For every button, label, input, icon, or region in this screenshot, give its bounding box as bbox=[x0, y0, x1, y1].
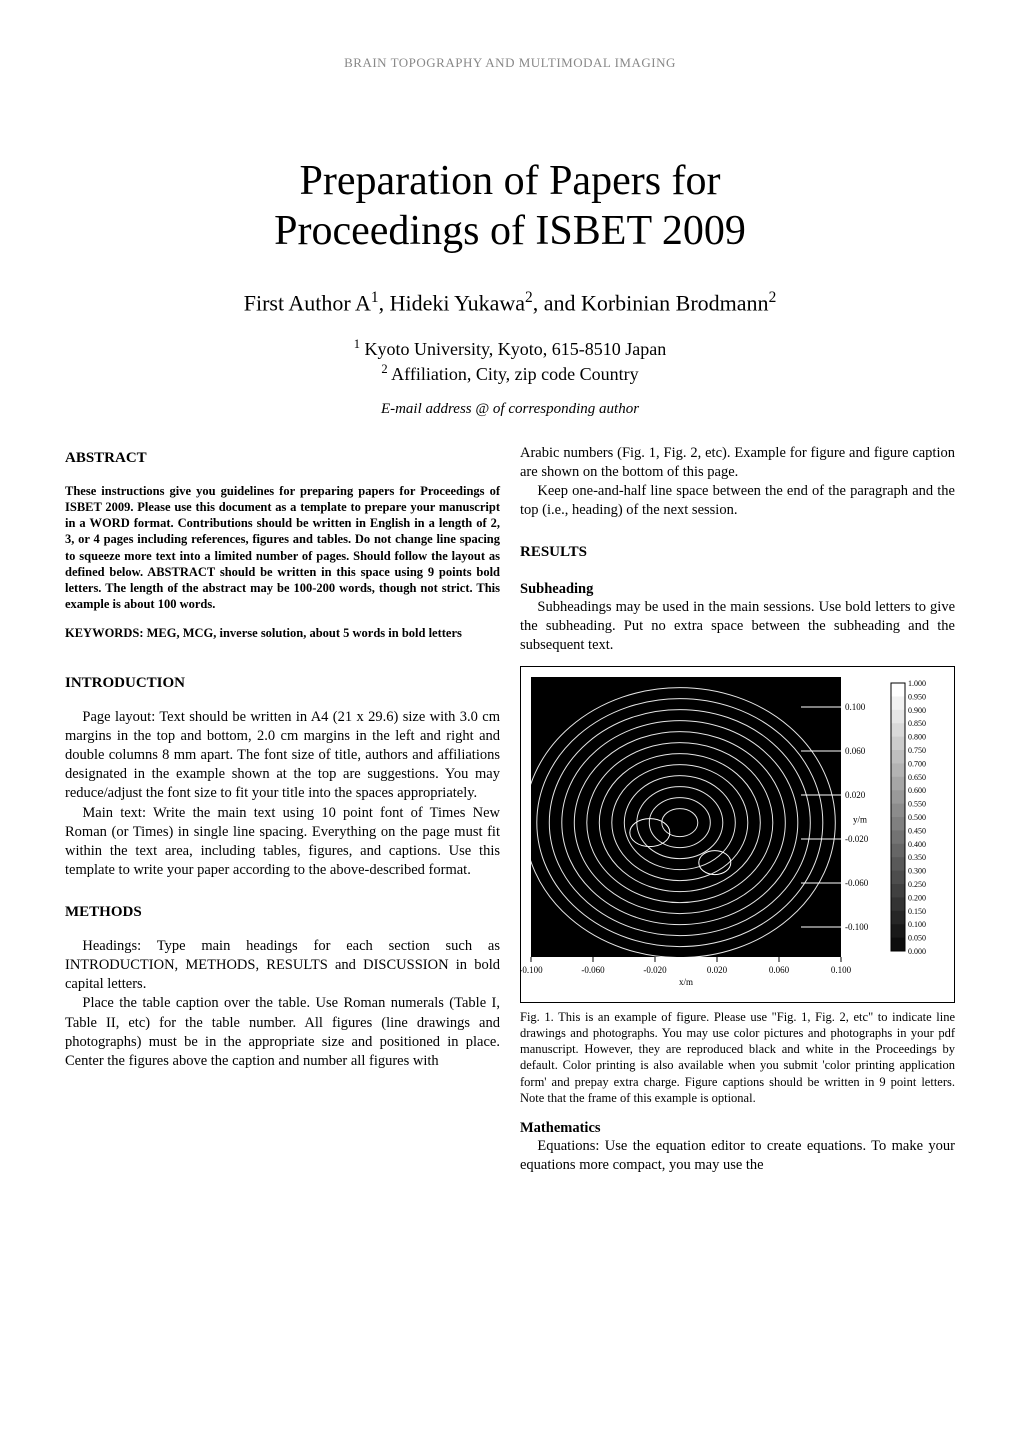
svg-text:0.020: 0.020 bbox=[707, 965, 728, 975]
svg-text:y/m: y/m bbox=[853, 814, 867, 824]
svg-text:0.100: 0.100 bbox=[908, 920, 926, 929]
svg-text:-0.060: -0.060 bbox=[581, 965, 605, 975]
svg-text:0.650: 0.650 bbox=[908, 772, 926, 781]
figure-svg: 0.100 0.060 0.020 -0.020 -0.060 -0.100 y/m -0.1… bbox=[521, 667, 941, 997]
svg-text:0.900: 0.900 bbox=[908, 705, 926, 714]
col2-paragraph-2: Keep one-and-half line space between the… bbox=[520, 482, 955, 520]
title-line-2: Proceedings of ISBET 2009 bbox=[274, 208, 746, 254]
figure-1: 0.100 0.060 0.020 -0.020 -0.060 -0.100 y/m -0.1… bbox=[520, 666, 955, 1003]
svg-text:-0.100: -0.100 bbox=[845, 922, 869, 932]
page-title: Preparation of Papers for Proceedings of… bbox=[65, 156, 955, 257]
subheading-1: Subheading bbox=[520, 581, 955, 598]
svg-text:-0.100: -0.100 bbox=[521, 965, 543, 975]
svg-text:0.750: 0.750 bbox=[908, 746, 926, 755]
methods-paragraph-2: Place the table caption over the table. … bbox=[65, 994, 500, 1071]
svg-text:0.350: 0.350 bbox=[908, 853, 926, 862]
corresponding-email: E-mail address @ of corresponding author bbox=[65, 401, 955, 418]
svg-text:0.100: 0.100 bbox=[845, 702, 866, 712]
svg-text:0.500: 0.500 bbox=[908, 813, 926, 822]
subheading-body: Subheadings may be used in the main sess… bbox=[520, 598, 955, 655]
svg-text:0.050: 0.050 bbox=[908, 933, 926, 942]
abstract-heading: ABSTRACT bbox=[65, 450, 500, 467]
svg-text:0.250: 0.250 bbox=[908, 880, 926, 889]
intro-paragraph-2: Main text: Write the main text using 10 … bbox=[65, 804, 500, 881]
results-heading: RESULTS bbox=[520, 544, 955, 561]
intro-paragraph-1: Page layout: Text should be written in A… bbox=[65, 708, 500, 804]
svg-text:0.400: 0.400 bbox=[908, 839, 926, 848]
abstract-text: These instructions give you guidelines f… bbox=[65, 483, 500, 613]
mathematics-heading: Mathematics bbox=[520, 1120, 955, 1137]
svg-text:0.800: 0.800 bbox=[908, 732, 926, 741]
authors: First Author A1, Hideki Yukawa2, and Kor… bbox=[65, 289, 955, 316]
svg-text:0.200: 0.200 bbox=[908, 893, 926, 902]
svg-text:0.550: 0.550 bbox=[908, 799, 926, 808]
mathematics-body: Equations: Use the equation editor to cr… bbox=[520, 1137, 955, 1175]
svg-text:0.600: 0.600 bbox=[908, 786, 926, 795]
svg-text:1.000: 1.000 bbox=[908, 679, 926, 688]
methods-paragraph-1: Headings: Type main headings for each se… bbox=[65, 937, 500, 994]
svg-text:-0.060: -0.060 bbox=[845, 878, 869, 888]
right-column: Arabic numbers (Fig. 1, Fig. 2, etc). Ex… bbox=[520, 444, 955, 1176]
svg-text:0.100: 0.100 bbox=[831, 965, 852, 975]
svg-text:0.450: 0.450 bbox=[908, 826, 926, 835]
svg-text:0.060: 0.060 bbox=[769, 965, 790, 975]
svg-text:0.000: 0.000 bbox=[908, 947, 926, 956]
svg-text:-0.020: -0.020 bbox=[845, 834, 869, 844]
svg-text:0.850: 0.850 bbox=[908, 719, 926, 728]
svg-text:0.700: 0.700 bbox=[908, 759, 926, 768]
svg-text:x/m: x/m bbox=[679, 977, 693, 987]
affiliation-2: 2 Affiliation, City, zip code Country bbox=[65, 361, 955, 386]
svg-text:0.020: 0.020 bbox=[845, 790, 866, 800]
svg-text:0.150: 0.150 bbox=[908, 906, 926, 915]
svg-text:-0.020: -0.020 bbox=[643, 965, 667, 975]
svg-text:0.950: 0.950 bbox=[908, 692, 926, 701]
svg-text:0.300: 0.300 bbox=[908, 866, 926, 875]
methods-heading: METHODS bbox=[65, 904, 500, 921]
running-header: BRAIN TOPOGRAPHY AND MULTIMODAL IMAGING bbox=[65, 55, 955, 71]
figure-1-caption: Fig. 1. This is an example of figure. Pl… bbox=[520, 1009, 955, 1107]
svg-text:0.060: 0.060 bbox=[845, 746, 866, 756]
keywords-text: KEYWORDS: MEG, MCG, inverse solution, ab… bbox=[65, 625, 500, 641]
introduction-heading: INTRODUCTION bbox=[65, 675, 500, 692]
affiliation-1: 1 Kyoto University, Kyoto, 615-8510 Japa… bbox=[65, 336, 955, 361]
left-column: ABSTRACT These instructions give you gui… bbox=[65, 444, 500, 1176]
col2-paragraph-1: Arabic numbers (Fig. 1, Fig. 2, etc). Ex… bbox=[520, 444, 955, 482]
title-line-1: Preparation of Papers for bbox=[299, 158, 720, 204]
